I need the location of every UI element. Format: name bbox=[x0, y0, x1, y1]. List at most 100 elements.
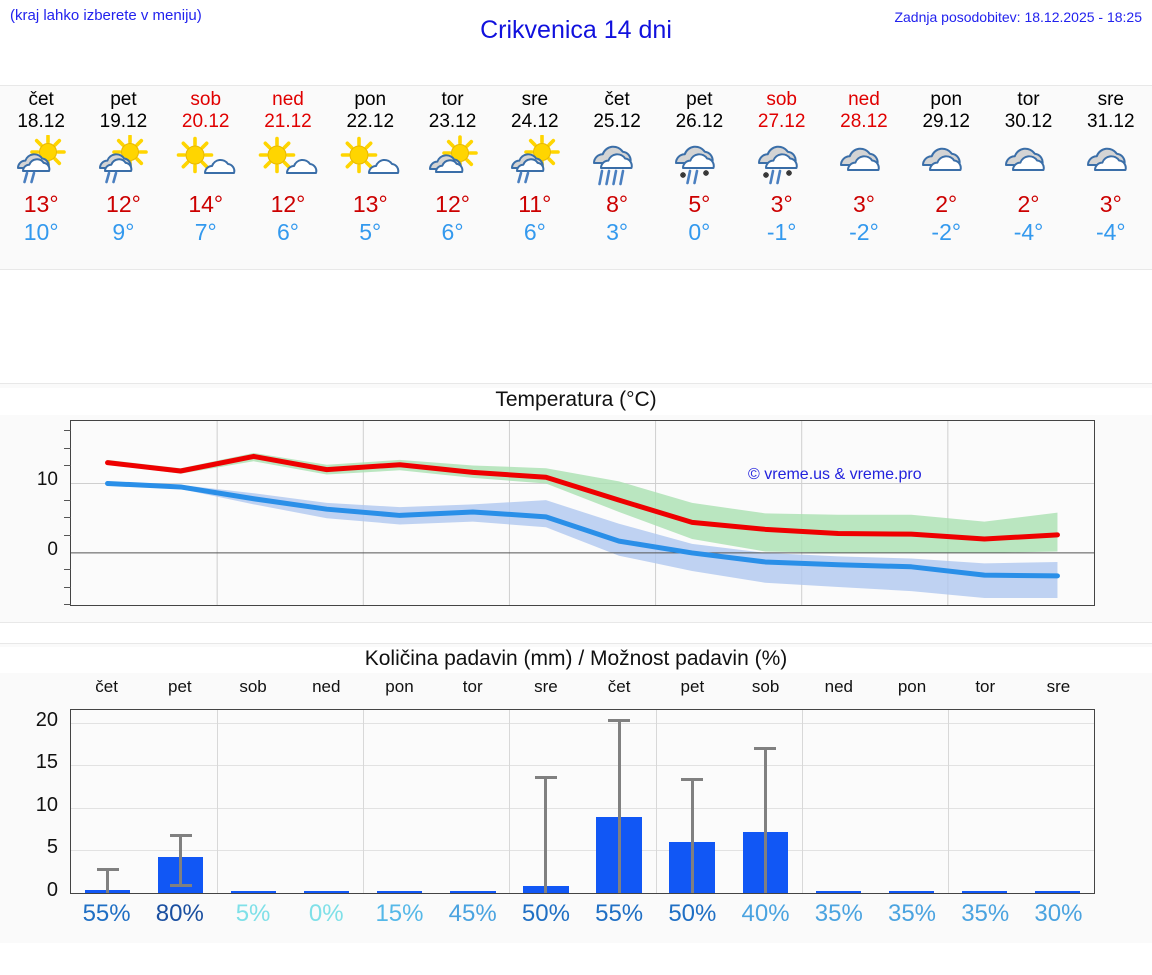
day-temp-max: 14° bbox=[188, 191, 224, 217]
precipitation-gridline-vertical bbox=[217, 710, 219, 893]
day-temp-max: 12° bbox=[435, 191, 470, 217]
precipitation-probability: 35% bbox=[814, 900, 863, 927]
day-temp-min: -1° bbox=[766, 219, 797, 245]
precipitation-probability-row: 55% 80% 5% 0% 15% 45% 50% 55% 50% 40% 35% 35% 35% 30% bbox=[70, 900, 1095, 928]
precipitation-probability: 50% bbox=[521, 900, 570, 927]
cloud-sleet-icon bbox=[751, 135, 813, 187]
day-column[interactable]: čet 18.12 13° 10° bbox=[0, 86, 82, 269]
day-column[interactable]: ned 21.12 12° 6° bbox=[247, 86, 329, 269]
day-column[interactable]: čet 25.12 8° 3° bbox=[576, 86, 658, 269]
cloud-icon bbox=[1080, 135, 1142, 187]
precipitation-error-bar bbox=[617, 718, 621, 893]
daily-forecast-strip: čet 18.12 13° 10° pet 19.12 12° 9° sob 20.12 14° 7°… bbox=[0, 85, 1152, 270]
day-temp-min: 7° bbox=[194, 219, 217, 245]
day-temp-min: 3° bbox=[606, 219, 629, 245]
precipitation-error-bar bbox=[544, 776, 548, 893]
day-column[interactable]: sre 24.12 11° 6° bbox=[494, 86, 576, 269]
precipitation-chart-section: Količina padavin (mm) / Možnost padavin … bbox=[0, 643, 1152, 943]
precipitation-day-label: pet bbox=[680, 677, 705, 696]
precipitation-probability: 45% bbox=[448, 900, 497, 927]
sun-cloud-rain-icon bbox=[10, 134, 72, 187]
day-name: ned bbox=[272, 89, 304, 110]
precipitation-error-bar bbox=[106, 868, 110, 893]
day-date: 26.12 bbox=[675, 111, 724, 132]
day-temp-max: 2° bbox=[1017, 191, 1040, 217]
precipitation-day-label: pet bbox=[168, 677, 192, 696]
precipitation-day-label: čet bbox=[95, 677, 118, 696]
precipitation-probability: 50% bbox=[668, 900, 717, 927]
day-date: 20.12 bbox=[181, 111, 230, 132]
precipitation-day-label: sob bbox=[239, 677, 267, 696]
day-name: sre bbox=[521, 89, 549, 110]
day-column[interactable]: pon 29.12 2° -2° bbox=[905, 86, 987, 269]
day-temp-min: -2° bbox=[931, 219, 962, 245]
cloud-rain-icon bbox=[586, 135, 648, 187]
day-column[interactable]: sob 20.12 14° 7° bbox=[165, 86, 247, 269]
day-column[interactable]: ned 28.12 3° -2° bbox=[823, 86, 905, 269]
precipitation-probability: 15% bbox=[375, 900, 424, 927]
precipitation-y-tick-label: 15 bbox=[35, 751, 58, 774]
precipitation-bar[interactable] bbox=[815, 891, 861, 893]
precipitation-day-label: ned bbox=[312, 677, 341, 696]
day-date: 27.12 bbox=[757, 111, 806, 132]
day-temp-max: 13° bbox=[23, 191, 59, 217]
precipitation-error-cap bbox=[608, 718, 631, 722]
day-temp-max: 12° bbox=[106, 191, 141, 217]
day-date: 31.12 bbox=[1087, 111, 1135, 132]
day-temp-max: 11° bbox=[518, 191, 552, 217]
day-column[interactable]: pet 19.12 12° 9° bbox=[82, 86, 164, 269]
precipitation-bar[interactable] bbox=[304, 891, 350, 893]
location-menu-note[interactable]: (kraj lahko izberete v meniju) bbox=[10, 7, 202, 24]
precipitation-probability: 55% bbox=[595, 900, 644, 927]
sun-behind-cloud-icon bbox=[422, 135, 484, 187]
precipitation-bar[interactable] bbox=[888, 891, 934, 893]
precipitation-day-label: tor bbox=[462, 677, 483, 696]
day-column[interactable]: pon 22.12 13° 5° bbox=[329, 86, 411, 269]
day-column[interactable]: tor 23.12 12° 6° bbox=[411, 86, 493, 269]
precipitation-error-bar bbox=[763, 746, 767, 893]
day-name: sob bbox=[190, 89, 222, 110]
day-temp-min: -4° bbox=[1095, 219, 1126, 245]
day-temp-max: 12° bbox=[270, 191, 306, 217]
day-date: 29.12 bbox=[922, 111, 970, 132]
precipitation-bar[interactable] bbox=[1034, 891, 1081, 893]
precipitation-bar[interactable] bbox=[961, 891, 1008, 893]
precipitation-gridline-vertical bbox=[801, 710, 803, 893]
day-name: sre bbox=[1097, 89, 1124, 110]
temperature-y-tick-label: 0 bbox=[47, 538, 58, 560]
precipitation-bar[interactable] bbox=[231, 891, 277, 893]
day-name: tor bbox=[441, 89, 464, 110]
day-temp-min: -4° bbox=[1013, 219, 1044, 245]
precipitation-bar[interactable] bbox=[377, 891, 423, 893]
temperature-y-minor-tick bbox=[64, 569, 71, 571]
temperature-y-minor-tick bbox=[64, 517, 71, 519]
day-name: pet bbox=[686, 89, 713, 110]
precipitation-error-cap bbox=[96, 868, 119, 872]
day-column[interactable]: sob 27.12 3° -1° bbox=[741, 86, 823, 269]
sun-cloud-icon bbox=[339, 135, 401, 187]
precipitation-day-label: pon bbox=[385, 677, 414, 696]
precipitation-bar[interactable] bbox=[450, 891, 496, 893]
precipitation-probability: 0% bbox=[308, 900, 344, 927]
precipitation-probability: 80% bbox=[155, 900, 204, 927]
day-date: 22.12 bbox=[346, 111, 395, 132]
precipitation-error-bar bbox=[179, 834, 183, 885]
temperature-y-minor-tick bbox=[64, 447, 71, 449]
temperature-y-minor-tick bbox=[64, 499, 71, 501]
precipitation-probability: 35% bbox=[887, 900, 937, 927]
copyright-label: © vreme.us & vreme.pro bbox=[748, 466, 922, 483]
page-title: Crikvenica 14 dni bbox=[480, 16, 672, 44]
day-temp-max: 13° bbox=[352, 191, 388, 217]
precipitation-gridline-vertical bbox=[947, 710, 949, 893]
day-temp-max: 5° bbox=[688, 191, 711, 217]
precipitation-gridline-vertical bbox=[363, 710, 365, 893]
temperature-y-minor-tick bbox=[64, 586, 71, 588]
day-column[interactable]: tor 30.12 2° -4° bbox=[987, 86, 1069, 269]
day-date: 23.12 bbox=[428, 111, 477, 132]
precipitation-gridline bbox=[71, 722, 1094, 724]
day-column[interactable]: pet 26.12 5° 0° bbox=[658, 86, 740, 269]
sun-cloud-rain-icon bbox=[92, 134, 154, 187]
precipitation-y-tick-label: 20 bbox=[35, 708, 58, 731]
day-column[interactable]: sre 31.12 3° -4° bbox=[1070, 86, 1152, 269]
precipitation-gridline bbox=[71, 807, 1094, 809]
